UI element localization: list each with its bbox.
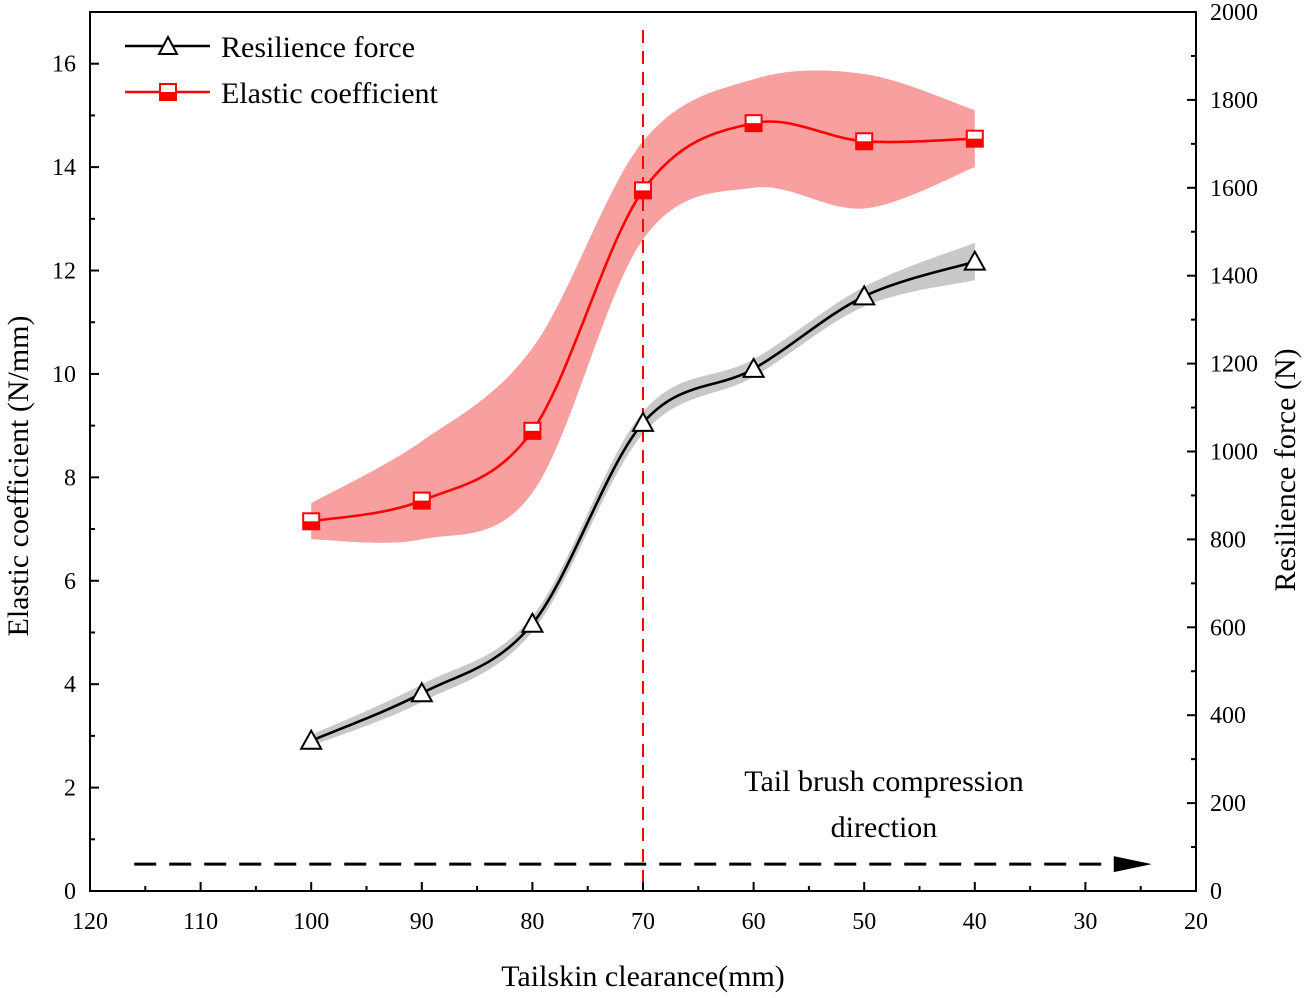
right-y-axis-title: Resilience force (N) xyxy=(1269,348,1302,591)
left-y-tick-label: 14 xyxy=(52,155,76,181)
left-y-tick-label: 6 xyxy=(64,569,76,595)
left-y-tick-label: 8 xyxy=(64,465,76,491)
left-y-tick-label: 12 xyxy=(52,259,76,285)
resilience-force-marker xyxy=(410,681,434,703)
x-tick-label: 50 xyxy=(852,909,876,935)
left-y-axis-title: Elastic coefficient (N/mm) xyxy=(2,316,35,637)
legend: Resilience force Elastic coefficient xyxy=(125,31,439,110)
x-tick-label: 100 xyxy=(293,909,329,935)
left-y-tick-label: 4 xyxy=(64,672,76,698)
right-y-tick-label: 1200 xyxy=(1210,352,1258,378)
resilience-force-marker xyxy=(520,611,545,633)
x-axis-title: Tailskin clearance(mm) xyxy=(501,960,785,993)
markers xyxy=(299,114,987,750)
right-y-tick-label: 1800 xyxy=(1210,88,1258,114)
x-tick-label: 30 xyxy=(1073,909,1097,935)
legend-label-elastic-coefficient: Elastic coefficient xyxy=(221,77,439,110)
left-y-tick-label: 2 xyxy=(64,776,76,802)
x-tick-label: 70 xyxy=(631,909,655,935)
legend-marker-resilience-force xyxy=(157,34,179,55)
left-y-tick-label: 10 xyxy=(52,362,76,388)
right-y-tick-label: 1600 xyxy=(1210,176,1258,202)
direction-text-line1: Tail brush compression xyxy=(744,765,1024,798)
x-tick-label: 120 xyxy=(72,909,108,935)
elastic-coefficient-band xyxy=(311,70,975,543)
right-y-tick-label: 0 xyxy=(1210,879,1222,905)
legend-marker-elastic-coefficient-fill xyxy=(160,92,176,100)
right-y-tick-label: 1000 xyxy=(1210,440,1258,466)
right-y-axis-ticks: 0 200 400 600 800 1000 1200 1400 1600 1800 2000 xyxy=(1187,0,1258,905)
plot-bands xyxy=(311,70,975,746)
elastic-coefficient-marker-fill xyxy=(413,500,430,509)
x-tick-label: 90 xyxy=(410,909,434,935)
elastic-coefficient-marker-fill xyxy=(303,521,320,530)
right-y-tick-label: 200 xyxy=(1210,791,1246,817)
x-axis-ticks: 120 110 100 90 80 70 60 50 40 30 20 xyxy=(72,882,1208,935)
resilience-force-marker xyxy=(852,284,876,306)
elastic-coefficient-marker-fill xyxy=(524,430,541,439)
right-y-tick-label: 2000 xyxy=(1210,0,1258,26)
resilience-force-marker xyxy=(963,249,987,271)
x-tick-label: 80 xyxy=(520,909,544,935)
elastic-coefficient-marker-fill xyxy=(856,141,873,150)
left-y-tick-label: 16 xyxy=(52,52,76,78)
x-tick-label: 110 xyxy=(183,909,218,935)
resilience-force-marker xyxy=(299,728,323,750)
left-y-tick-label: 0 xyxy=(64,879,76,905)
left-y-axis-ticks: 0 2 4 6 8 10 12 14 16 xyxy=(52,11,99,905)
resilience-force-marker xyxy=(741,356,766,378)
direction-arrow xyxy=(134,856,1152,873)
legend-label-resilience-force: Resilience force xyxy=(221,31,415,64)
x-tick-label: 40 xyxy=(963,909,987,935)
direction-text-line2: direction xyxy=(831,811,938,844)
elastic-coefficient-marker-fill xyxy=(635,190,651,199)
x-tick-label: 20 xyxy=(1184,909,1208,935)
x-tick-label: 60 xyxy=(742,909,766,935)
right-y-tick-label: 1400 xyxy=(1210,264,1258,290)
resilience-force-marker xyxy=(631,410,655,432)
right-y-tick-label: 800 xyxy=(1210,527,1246,553)
direction-arrow-head xyxy=(1113,856,1152,873)
right-y-tick-label: 400 xyxy=(1210,703,1246,729)
elastic-coefficient-marker-fill xyxy=(966,138,983,147)
elastic-coefficient-marker-fill xyxy=(745,123,762,132)
right-y-tick-label: 600 xyxy=(1210,615,1246,641)
